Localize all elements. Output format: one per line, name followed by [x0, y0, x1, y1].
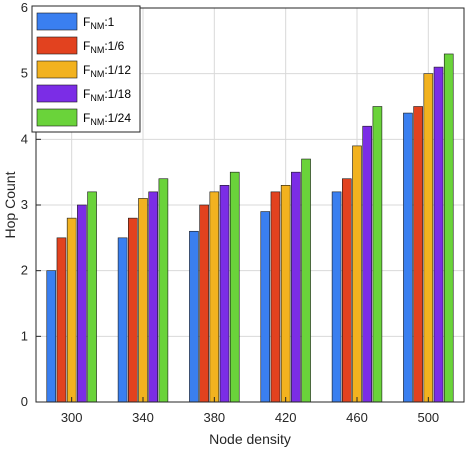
- bar: [138, 198, 148, 403]
- x-tick-label: 460: [346, 410, 368, 425]
- bars: [46, 53, 454, 403]
- x-tick-label: 300: [61, 410, 83, 425]
- y-tick-label: 2: [21, 263, 28, 278]
- bar: [341, 178, 352, 403]
- bar: [199, 204, 209, 403]
- bar: [189, 230, 199, 403]
- bar: [148, 191, 158, 403]
- bar: [87, 191, 97, 403]
- bar: [331, 191, 342, 403]
- y-tick-label: 0: [21, 394, 28, 409]
- y-axis-label: Hop Count: [2, 171, 18, 238]
- x-axis-label: Node density: [209, 431, 291, 447]
- legend-swatch: [36, 12, 78, 31]
- bar: [117, 237, 128, 403]
- bar: [270, 191, 281, 403]
- bar: [66, 217, 77, 403]
- bar: [128, 217, 138, 403]
- bar: [209, 191, 220, 403]
- x-tick-label: 500: [417, 410, 439, 425]
- legend-label: FNM:1: [83, 15, 115, 31]
- legend: FNM:1 FNM:1/6 FNM:1/12 FNM:1/18 FNM:1/24: [31, 5, 141, 133]
- bar: [158, 178, 169, 403]
- legend-label: FNM:1/6: [83, 39, 125, 55]
- bar: [372, 106, 383, 403]
- bar: [443, 53, 454, 403]
- bar: [219, 185, 230, 403]
- x-tick-label: 420: [275, 410, 297, 425]
- x-tick-label: 340: [132, 410, 154, 425]
- legend-swatch: [36, 108, 78, 127]
- legend-label: FNM:1/18: [83, 87, 131, 103]
- y-tick-label: 3: [21, 197, 28, 212]
- bar: [423, 73, 434, 403]
- x-axis-ticks: 300 340 380 420 460 500: [61, 397, 439, 425]
- bar: [403, 112, 413, 403]
- bar: [433, 66, 444, 403]
- bar: [260, 211, 271, 403]
- legend-swatch: [36, 36, 78, 55]
- legend-label: FNM:1/12: [83, 63, 131, 79]
- bar: [46, 270, 57, 403]
- x-tick-label: 380: [203, 410, 225, 425]
- legend-swatch: [36, 84, 78, 103]
- bar: [301, 158, 311, 403]
- bar: [413, 106, 423, 403]
- legend-swatch: [36, 60, 78, 79]
- bar: [280, 185, 291, 403]
- bar: [77, 204, 87, 403]
- bar: [362, 125, 373, 403]
- y-tick-label: 6: [21, 0, 28, 15]
- bar: [291, 171, 301, 403]
- legend-label: FNM:1/24: [83, 111, 131, 127]
- bar: [229, 171, 240, 403]
- bar: [352, 145, 362, 403]
- y-tick-label: 4: [21, 131, 28, 146]
- y-tick-label: 1: [21, 328, 28, 343]
- bar: [56, 237, 67, 403]
- y-tick-label: 5: [21, 66, 28, 81]
